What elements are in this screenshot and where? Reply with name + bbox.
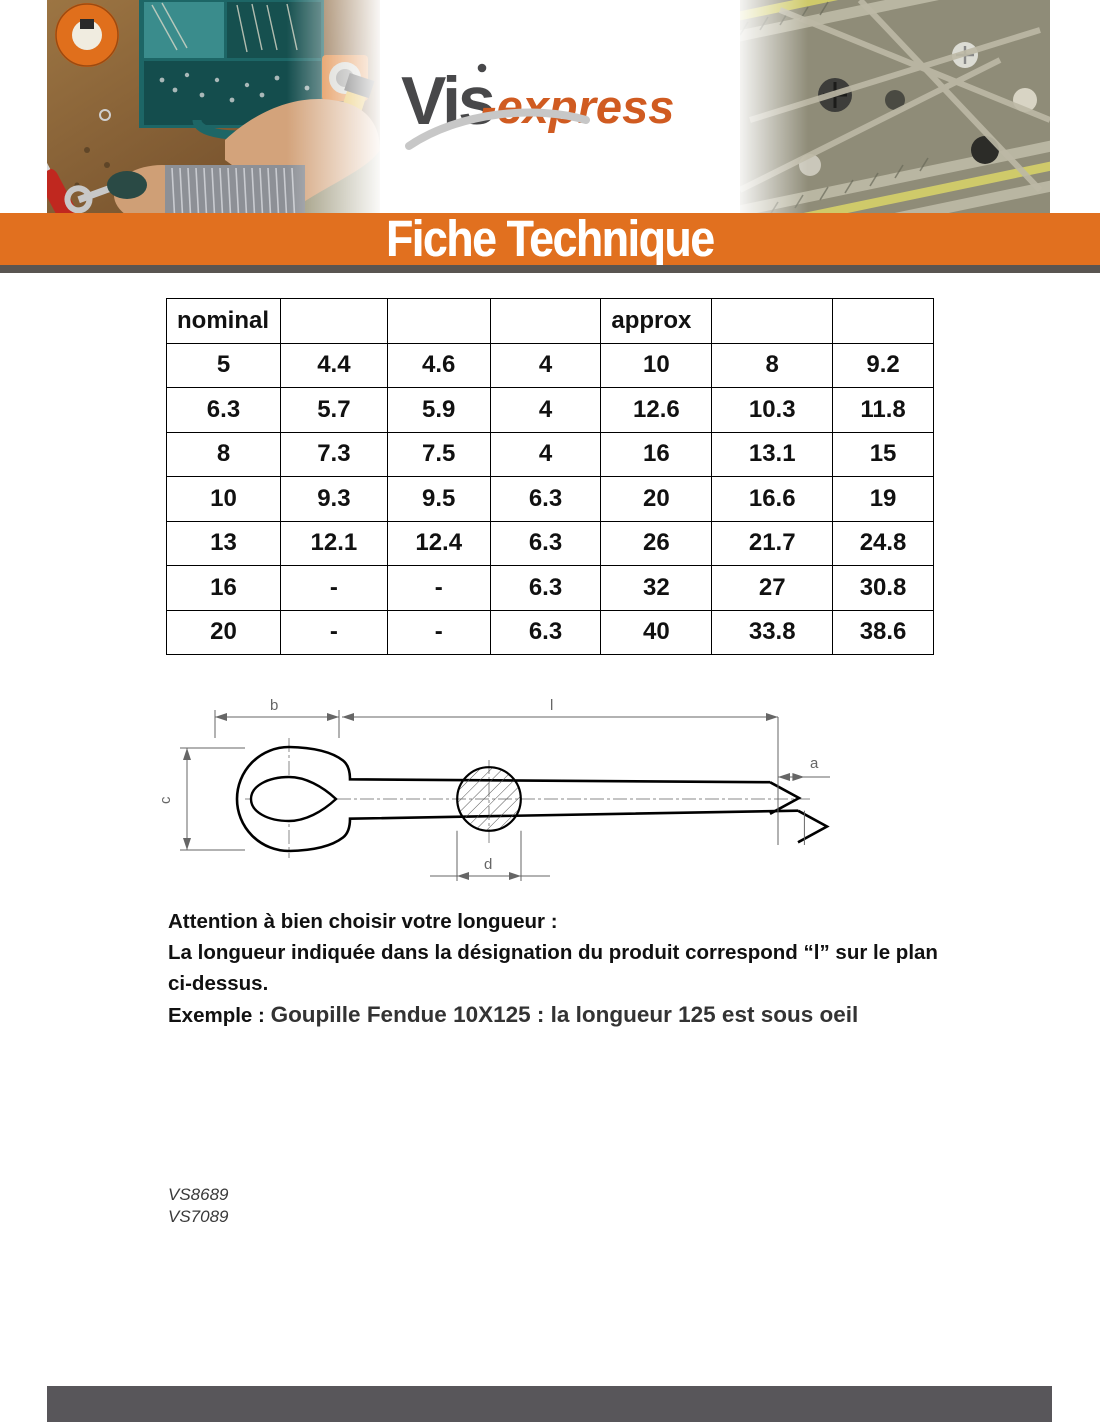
svg-text:a: a bbox=[810, 755, 819, 772]
svg-text:d: d bbox=[484, 856, 492, 873]
svg-text:l: l bbox=[550, 697, 553, 714]
svg-text:-express: -express bbox=[481, 80, 674, 133]
svg-text:b: b bbox=[270, 697, 278, 714]
svg-text:c: c bbox=[157, 796, 174, 804]
